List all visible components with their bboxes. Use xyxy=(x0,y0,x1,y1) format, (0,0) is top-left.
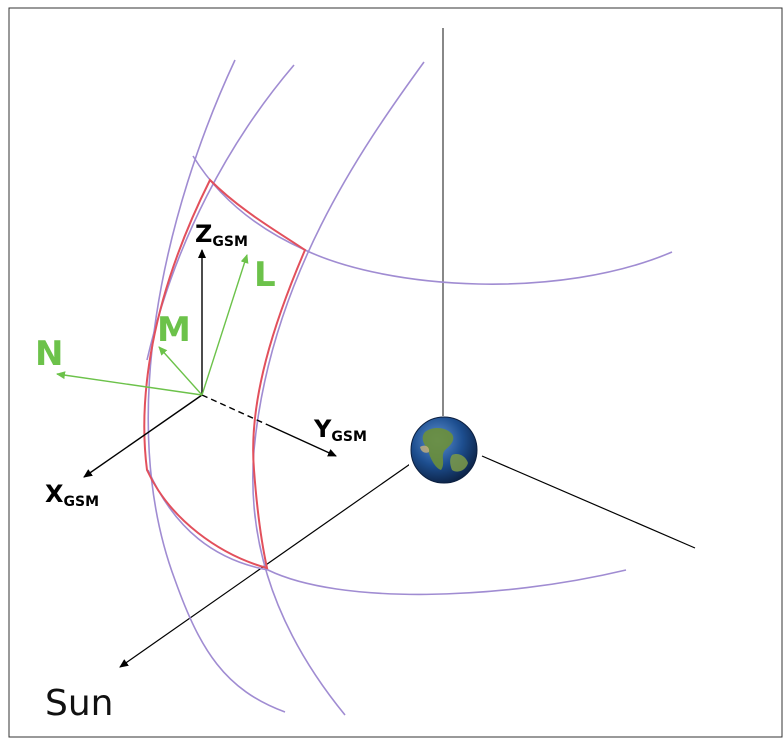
x-gsm-axis xyxy=(83,394,203,478)
field-line-inner xyxy=(252,61,425,716)
z-gsm-label: ZGSM xyxy=(195,220,248,250)
m-label: M xyxy=(157,310,191,350)
sun-label: Sun xyxy=(45,683,113,724)
earth-globe-icon xyxy=(409,416,480,484)
y-gsm-axis-dashed xyxy=(201,394,269,426)
region-boundary xyxy=(143,178,307,570)
l-label: L xyxy=(254,255,276,295)
m-axis xyxy=(158,346,203,396)
y-gsm-axis xyxy=(267,424,337,457)
earth-y-line xyxy=(481,455,696,549)
x-gsm-label: XGSM xyxy=(45,480,99,510)
l-axis xyxy=(201,254,249,396)
frame-border xyxy=(8,7,783,738)
n-axis xyxy=(56,371,203,396)
n-label: N xyxy=(35,334,63,374)
field-line-top-horizontal xyxy=(192,155,673,285)
field-line-bottom-horizontal xyxy=(147,469,627,596)
field-lines xyxy=(146,59,673,716)
field-line-outer xyxy=(147,59,286,713)
y-gsm-label: YGSM xyxy=(313,415,367,445)
